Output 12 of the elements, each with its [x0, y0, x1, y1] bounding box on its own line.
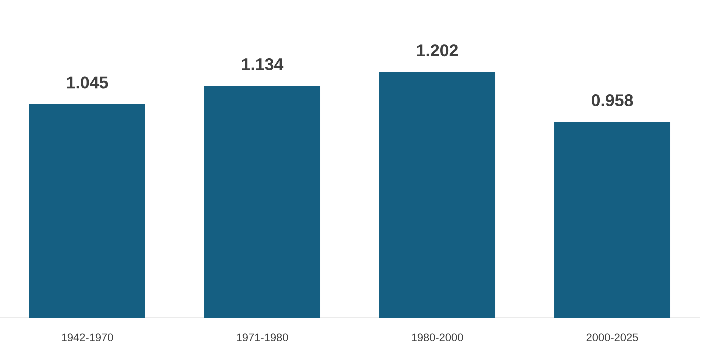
data-label: 1.045 [67, 76, 108, 89]
bar [204, 86, 321, 318]
data-label: 1.202 [417, 44, 458, 57]
bar [554, 122, 671, 318]
bar [30, 104, 146, 318]
data-label: 0.958 [592, 94, 634, 107]
x-tick-label: 2000-2025 [586, 334, 638, 342]
bar [380, 72, 496, 318]
data-label: 1.134 [242, 58, 284, 71]
x-tick-label: 1942-1970 [62, 334, 114, 342]
x-tick-label: 1971-1980 [237, 334, 288, 342]
x-tick-label: 1980-2000 [412, 334, 464, 342]
